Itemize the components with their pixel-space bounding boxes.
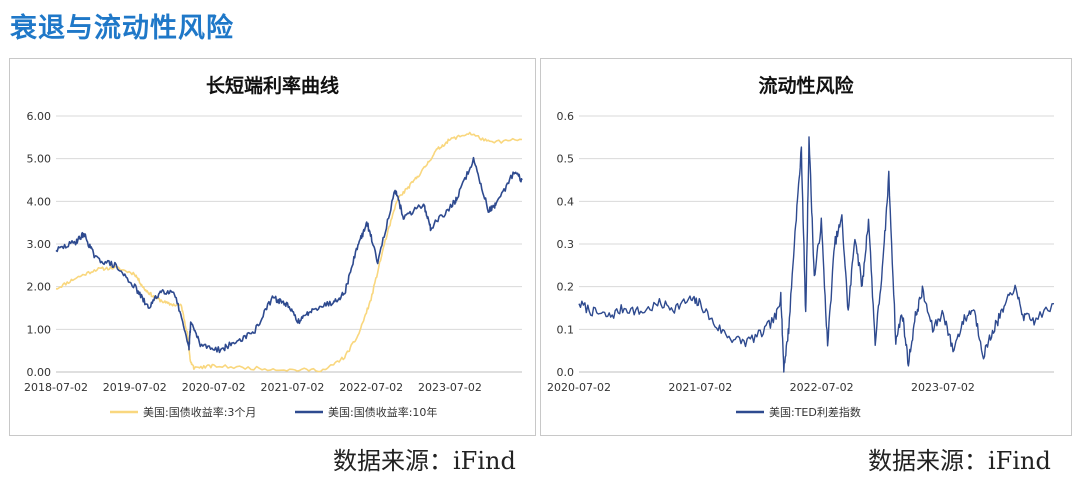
yield-curve-chart-panel: 长短端利率曲线 0.00 1.00 2.00 3.00 4.00 5.00 6.00 2018-… <box>9 58 536 436</box>
y-tick-label: 0.5 <box>557 153 575 166</box>
x-tick-label: 2019-07-02 <box>103 381 167 394</box>
x-tick-label: 2021-07-02 <box>668 381 732 394</box>
y-tick-label: 0.6 <box>557 110 575 123</box>
y-tick-label: 0.1 <box>557 323 575 336</box>
y-tick-label: 5.00 <box>27 153 52 166</box>
y-tick-label: 0.2 <box>557 281 575 294</box>
legend-label-0: 美国:TED利差指数 <box>769 405 861 419</box>
y-tick-label: 4.00 <box>27 195 52 208</box>
liquidity-risk-chart: 流动性风险 0.0 0.1 0.2 0.3 0.4 0.5 0.6 2020-07-02 2021… <box>547 74 1055 419</box>
y-tick-label: 0.4 <box>557 195 575 208</box>
y-tick-label: 0.0 <box>557 366 575 379</box>
liquidity-risk-chart-panel: 流动性风险 0.0 0.1 0.2 0.3 0.4 0.5 0.6 2020-07-02 2021… <box>540 58 1072 436</box>
y-tick-label: 0.3 <box>557 238 575 251</box>
y-tick-label: 1.00 <box>27 323 52 336</box>
data-source-label-right: 数据来源：iFind <box>868 447 1051 475</box>
x-tick-label: 2022-07-02 <box>339 381 403 394</box>
legend-label-0: 美国:国债收益率:3个月 <box>143 405 256 419</box>
x-tick-label: 2020-07-02 <box>182 381 246 394</box>
page-title: 衰退与流动性风险 <box>10 13 234 44</box>
y-tick-label: 6.00 <box>27 110 52 123</box>
x-tick-label: 2020-07-02 <box>547 381 611 394</box>
series-line-0 <box>578 136 1055 373</box>
x-tick-label: 2018-07-02 <box>24 381 88 394</box>
x-tick-label: 2023-07-02 <box>911 381 975 394</box>
chart-title: 长短端利率曲线 <box>206 74 339 97</box>
yield-curve-chart: 长短端利率曲线 0.00 1.00 2.00 3.00 4.00 5.00 6.00 2018-… <box>24 74 523 419</box>
series-line-1 <box>55 156 523 354</box>
y-tick-label: 2.00 <box>27 281 52 294</box>
x-tick-label: 2021-07-02 <box>260 381 324 394</box>
y-tick-label: 3.00 <box>27 238 52 251</box>
y-tick-label: 0.00 <box>27 366 52 379</box>
x-tick-label: 2023-07-02 <box>418 381 482 394</box>
chart-title: 流动性风险 <box>758 74 854 97</box>
x-tick-label: 2022-07-02 <box>790 381 854 394</box>
series-line-0 <box>55 131 523 373</box>
data-source-label-left: 数据来源：iFind <box>333 447 516 475</box>
legend-label-1: 美国:国债收益率:10年 <box>328 405 437 419</box>
